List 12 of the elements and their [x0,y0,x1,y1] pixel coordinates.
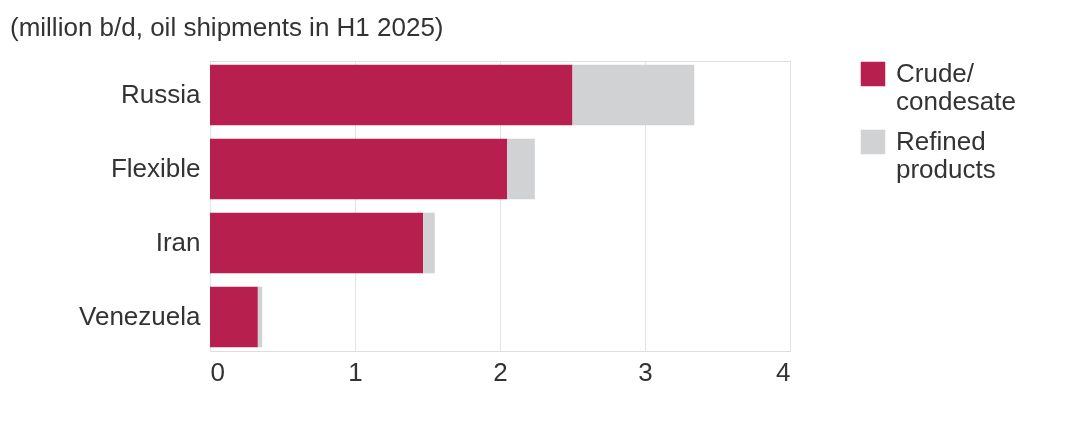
y-tick-label: Venezuela [79,300,202,331]
x-tick-label: 4 [776,356,791,387]
x-tick-label: 2 [493,356,508,387]
x-tick-label: 0 [210,356,225,387]
legend-label: Crude/ condesate [896,58,1016,116]
x-tick-label: 3 [638,356,653,387]
legend-label: Refined products [896,126,996,184]
y-tick-label: Russia [121,79,202,110]
y-tick-label: Flexible [110,153,201,184]
chart-title: (million b/d, oil shipments in H1 2025) [10,12,444,42]
x-tick-label: 1 [348,356,363,387]
y-tick-label: Iran [155,226,201,257]
